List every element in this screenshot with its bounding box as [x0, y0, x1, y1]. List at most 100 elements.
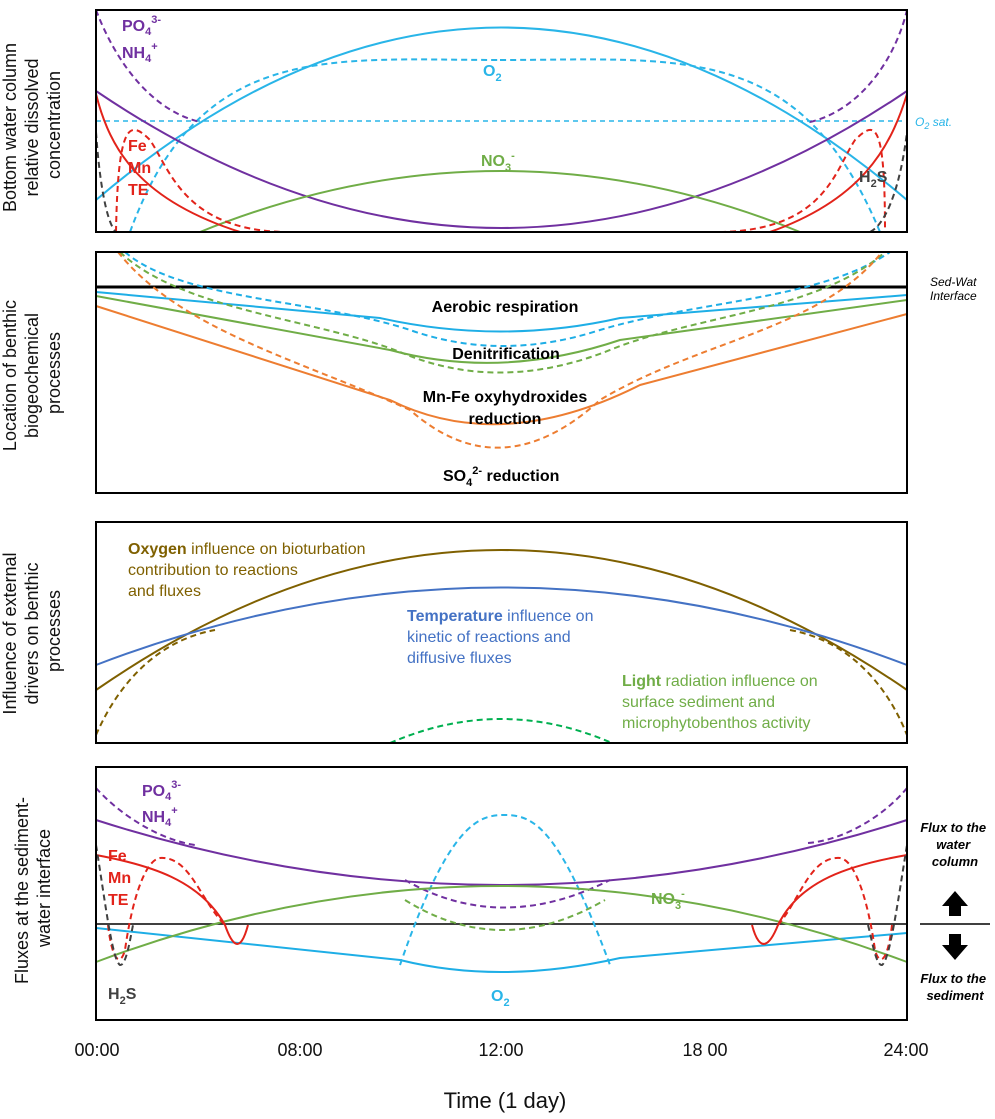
- temperature-text-line3: diffusive fluxes: [407, 650, 512, 667]
- flux-up-label: Flux to the water column: [920, 820, 989, 869]
- fe-flux-label: Fe: [108, 848, 127, 865]
- oxygen-text-line1: Oxygen influence on bioturbation: [128, 541, 365, 558]
- no3-flux-curve: [95, 885, 908, 963]
- denit-curve: [95, 295, 908, 364]
- h2s-dashed-left: [95, 131, 117, 233]
- fe-flux-curve-left: [95, 854, 249, 945]
- o2-flux-dashed-mid: [399, 813, 611, 966]
- po4-flux-label: PO43-: [142, 779, 181, 803]
- light-dashed-curve: [389, 718, 613, 744]
- oxygen-curve: [95, 549, 908, 691]
- panel1-frame: [95, 9, 908, 233]
- po4-label: PO43-: [122, 14, 161, 38]
- po4-nh4-curve: [95, 90, 908, 229]
- o2-curve: [95, 26, 908, 201]
- h2s-dashed-right: [869, 131, 908, 233]
- x-tick-0800: 08:00: [277, 1040, 322, 1060]
- mn-flux-label: Mn: [108, 870, 131, 887]
- denit-label: Denitrification: [452, 346, 560, 363]
- x-tick-0000: 00:00: [74, 1040, 119, 1060]
- te-label: TE: [128, 182, 149, 199]
- h2s-flux-dashed-left: [95, 844, 134, 966]
- arrow-up-icon: [942, 891, 968, 916]
- denit-dashed: [119, 251, 886, 374]
- po4-flux-dashed-left: [95, 787, 196, 846]
- h2s-label: H2S: [859, 169, 888, 190]
- panel-processes: Location of benthic biogeochemical proce…: [0, 251, 980, 494]
- temperature-curve: [95, 586, 908, 666]
- fe-mn-dashed-right: [719, 128, 886, 233]
- o2-flux-curve: [95, 927, 908, 974]
- panel1-ylabel: Bottom water column relative dissolved c…: [0, 38, 64, 212]
- x-axis-title: Time (1 day): [444, 1088, 567, 1113]
- fe-mn-curve-left: [95, 93, 241, 233]
- panel2-ylabel-line3: processes: [44, 332, 64, 414]
- mnfe-curve: [95, 305, 908, 426]
- oxygen-dashed-right: [789, 629, 908, 736]
- fe-flux-dashed-left: [107, 856, 226, 961]
- panel1-ylabel-line2: relative dissolved: [22, 58, 42, 196]
- mnfe-label-line2: reduction: [469, 411, 542, 428]
- panel3-frame: [95, 521, 908, 744]
- po4-flux-dashed-mid: [404, 879, 611, 909]
- x-tick-1800: 18 00: [682, 1040, 727, 1060]
- panel3-ylabel-line3: processes: [44, 590, 64, 672]
- mnfe-label-line1: Mn-Fe oxyhydroxides: [423, 389, 588, 406]
- panel2-ylabel: Location of benthic biogeochemical proce…: [0, 295, 64, 451]
- o2-label: O2: [483, 63, 502, 84]
- o2-sat-label: O2 sat.: [915, 115, 952, 131]
- light-text-line1: Light radiation influence on: [622, 673, 818, 690]
- no3-flux-label: NO3-: [651, 888, 685, 912]
- panel1-ylabel-line1: Bottom water column: [0, 43, 20, 212]
- mn-label: Mn: [128, 160, 151, 177]
- fe-label: Fe: [128, 138, 147, 155]
- x-tick-2400: 24:00: [883, 1040, 928, 1060]
- oxygen-text-line2: contribution to reactions: [128, 562, 298, 579]
- te-flux-label: TE: [108, 892, 129, 909]
- arrow-down-icon: [942, 934, 968, 960]
- panel3-ylabel-line1: Influence of external: [0, 552, 20, 714]
- po4-dashed-left: [95, 9, 201, 123]
- oxygen-dashed-left: [95, 629, 216, 736]
- x-tick-1200: 12:00: [478, 1040, 523, 1060]
- temperature-text-line2: kinetic of reactions and: [407, 629, 571, 646]
- po4-dashed-right: [809, 9, 908, 123]
- x-axis: 00:00 08:00 12:00 18 00 24:00 Time (1 da…: [74, 1040, 928, 1113]
- panel1-ylabel-line3: concentration: [44, 71, 64, 179]
- po4-flux-curve: [95, 819, 908, 886]
- panel2-frame: [95, 251, 908, 494]
- so4-label: SO42- reduction: [443, 465, 559, 489]
- fe-flux-curve-right: [751, 854, 908, 945]
- panel4-ylabel-line2: water interface: [34, 829, 54, 948]
- po4-flux-dashed-right: [807, 787, 908, 844]
- no3-label: NO3-: [481, 150, 515, 174]
- panel3-ylabel: Influence of external drivers on benthic…: [0, 547, 64, 714]
- o2-dashed-curve: [129, 58, 501, 233]
- temperature-text-line1: Temperature influence on: [407, 608, 593, 625]
- interface-label: Sed-Wat Interface: [930, 275, 980, 303]
- panel2-ylabel-line1: Location of benthic: [0, 300, 20, 451]
- aerobic-dashed: [124, 251, 891, 347]
- panel4-ylabel-line1: Fluxes at the sediment-: [12, 797, 32, 984]
- oxygen-text-line3: and fluxes: [128, 583, 201, 600]
- h2s-flux-label: H2S: [108, 986, 137, 1007]
- o2-dashed-curve-right: [499, 58, 881, 233]
- o2-flux-label: O2: [491, 988, 510, 1009]
- panel2-ylabel-line2: biogeochemical: [22, 313, 42, 438]
- panel4-frame: [95, 766, 908, 1021]
- flux-down-label: Flux to the sediment: [920, 971, 989, 1003]
- light-text-line3: microphytobenthos activity: [622, 715, 811, 732]
- aerobic-label: Aerobic respiration: [432, 299, 579, 316]
- nh4-flux-label: NH4+: [142, 805, 178, 829]
- fe-mn-curve-right: [769, 93, 908, 233]
- fe-flux-dashed-right: [777, 856, 893, 961]
- no3-curve: [199, 170, 801, 233]
- aerobic-curve: [95, 291, 908, 333]
- panel-fluxes: Fluxes at the sediment- water interface: [12, 766, 990, 1021]
- panel3-ylabel-line2: drivers on benthic: [22, 562, 42, 704]
- panel-concentration: Bottom water column relative dissolved c…: [0, 9, 952, 233]
- light-text-line2: surface sediment and: [622, 694, 775, 711]
- h2s-flux-dashed-right: [867, 844, 908, 966]
- panel-drivers: Influence of external drivers on benthic…: [0, 521, 908, 744]
